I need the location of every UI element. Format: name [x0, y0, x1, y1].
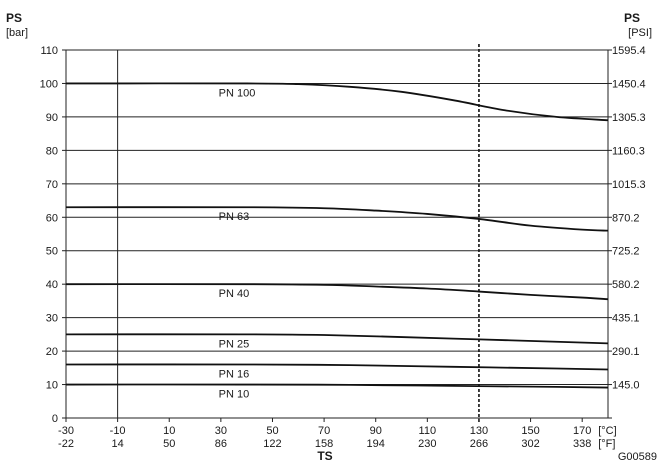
y-left-tick-label: 30 — [46, 313, 58, 325]
y-right-tick-label: 1595.4 — [612, 45, 646, 57]
x-tick-label-fahrenheit: -22 — [58, 438, 74, 450]
y-left-tick-label: 50 — [46, 246, 58, 258]
y-right-tick-label: 1015.3 — [612, 179, 646, 191]
plot-area: 0 10 20 30 40 50 60 70 80 90 100 110 145.0 290.1 435.1… — [40, 44, 646, 450]
y-right-axis-label: PS — [624, 11, 640, 25]
y-left-tick-label: 100 — [40, 78, 58, 90]
series-label-pn-25: PN 25 — [219, 338, 250, 350]
x-tick-label-fahrenheit: 230 — [418, 438, 436, 450]
x-tick-label-fahrenheit: 266 — [470, 438, 488, 450]
series-line-pn-40 — [65, 283, 609, 301]
series-line-pn-10 — [65, 383, 609, 389]
y-right-tick-label: 145.0 — [612, 380, 640, 392]
x-unit-celsius: [°C] — [598, 425, 616, 437]
x-tick-label-celsius: 50 — [266, 425, 278, 437]
x-tick-label-celsius: -30 — [58, 425, 74, 437]
y-right-tick-label: 435.1 — [612, 313, 640, 325]
x-axis-title: TS — [317, 449, 332, 461]
x-tick-label-celsius: 90 — [370, 425, 382, 437]
y-right-tick-label: 1160.3 — [612, 145, 645, 157]
x-tick-label-fahrenheit: 14 — [111, 438, 123, 450]
x-unit-fahrenheit: [°F] — [598, 438, 615, 450]
series-line-pn-25 — [65, 333, 609, 345]
figure-code: G00589 — [618, 451, 657, 461]
series-line-pn-100 — [65, 82, 609, 122]
x-tick-label-celsius: 70 — [318, 425, 330, 437]
y-left-tick-label: 10 — [46, 380, 58, 392]
x-tick-label-fahrenheit: 338 — [573, 438, 591, 450]
y-right-tick-label: 870.2 — [612, 212, 640, 224]
y-left-tick-label: 40 — [46, 279, 58, 291]
x-tick-label-fahrenheit: 194 — [367, 438, 385, 450]
plot-border — [65, 49, 609, 419]
x-tick-label-fahrenheit: 50 — [163, 438, 175, 450]
y-left-tick-label: 0 — [52, 413, 58, 425]
x-tick-label-fahrenheit: 158 — [315, 438, 333, 450]
y-right-tick-label: 1450.4 — [612, 78, 646, 90]
series-label-pn-100: PN 100 — [219, 87, 256, 99]
series-label-pn-40: PN 40 — [219, 288, 250, 300]
y-left-tick-label: 80 — [46, 145, 58, 157]
y-left-axis-label: PS — [6, 11, 22, 25]
y-left-tick-label: 70 — [46, 179, 58, 191]
x-tick-label-celsius: 10 — [163, 425, 175, 437]
x-tick-label-celsius: 130 — [470, 425, 488, 437]
y-left-tick-label: 60 — [46, 212, 58, 224]
y-right-axis-unit: [PSI] — [628, 27, 652, 39]
x-tick-label-fahrenheit: 122 — [263, 438, 281, 450]
y-left-axis-unit: [bar] — [6, 27, 28, 39]
x-tick-label-celsius: 150 — [521, 425, 539, 437]
y-right-tick-label: 725.2 — [612, 246, 640, 258]
x-tick-label-celsius: 110 — [419, 425, 437, 437]
series-label-pn-10: PN 10 — [219, 389, 250, 401]
series-line-pn-16 — [65, 363, 609, 371]
x-tick-label-celsius: 170 — [573, 425, 591, 437]
series-label-pn-16: PN 16 — [219, 368, 250, 380]
y-right-tick-label: 580.2 — [612, 279, 640, 291]
series-label-pn-63: PN 63 — [219, 211, 250, 223]
y-right-tick-label: 1305.3 — [612, 112, 646, 124]
x-tick-label-celsius: -10 — [110, 425, 126, 437]
x-tick-label-fahrenheit: 302 — [521, 438, 539, 450]
series-line-pn-63 — [65, 206, 609, 232]
y-left-tick-label: 20 — [46, 346, 58, 358]
y-left-tick-label: 90 — [46, 112, 58, 124]
y-left-tick-label: 110 — [40, 45, 58, 57]
y-right-tick-label: 290.1 — [612, 346, 640, 358]
x-tick-label-celsius: 30 — [215, 425, 227, 437]
x-tick-label-fahrenheit: 86 — [215, 438, 227, 450]
